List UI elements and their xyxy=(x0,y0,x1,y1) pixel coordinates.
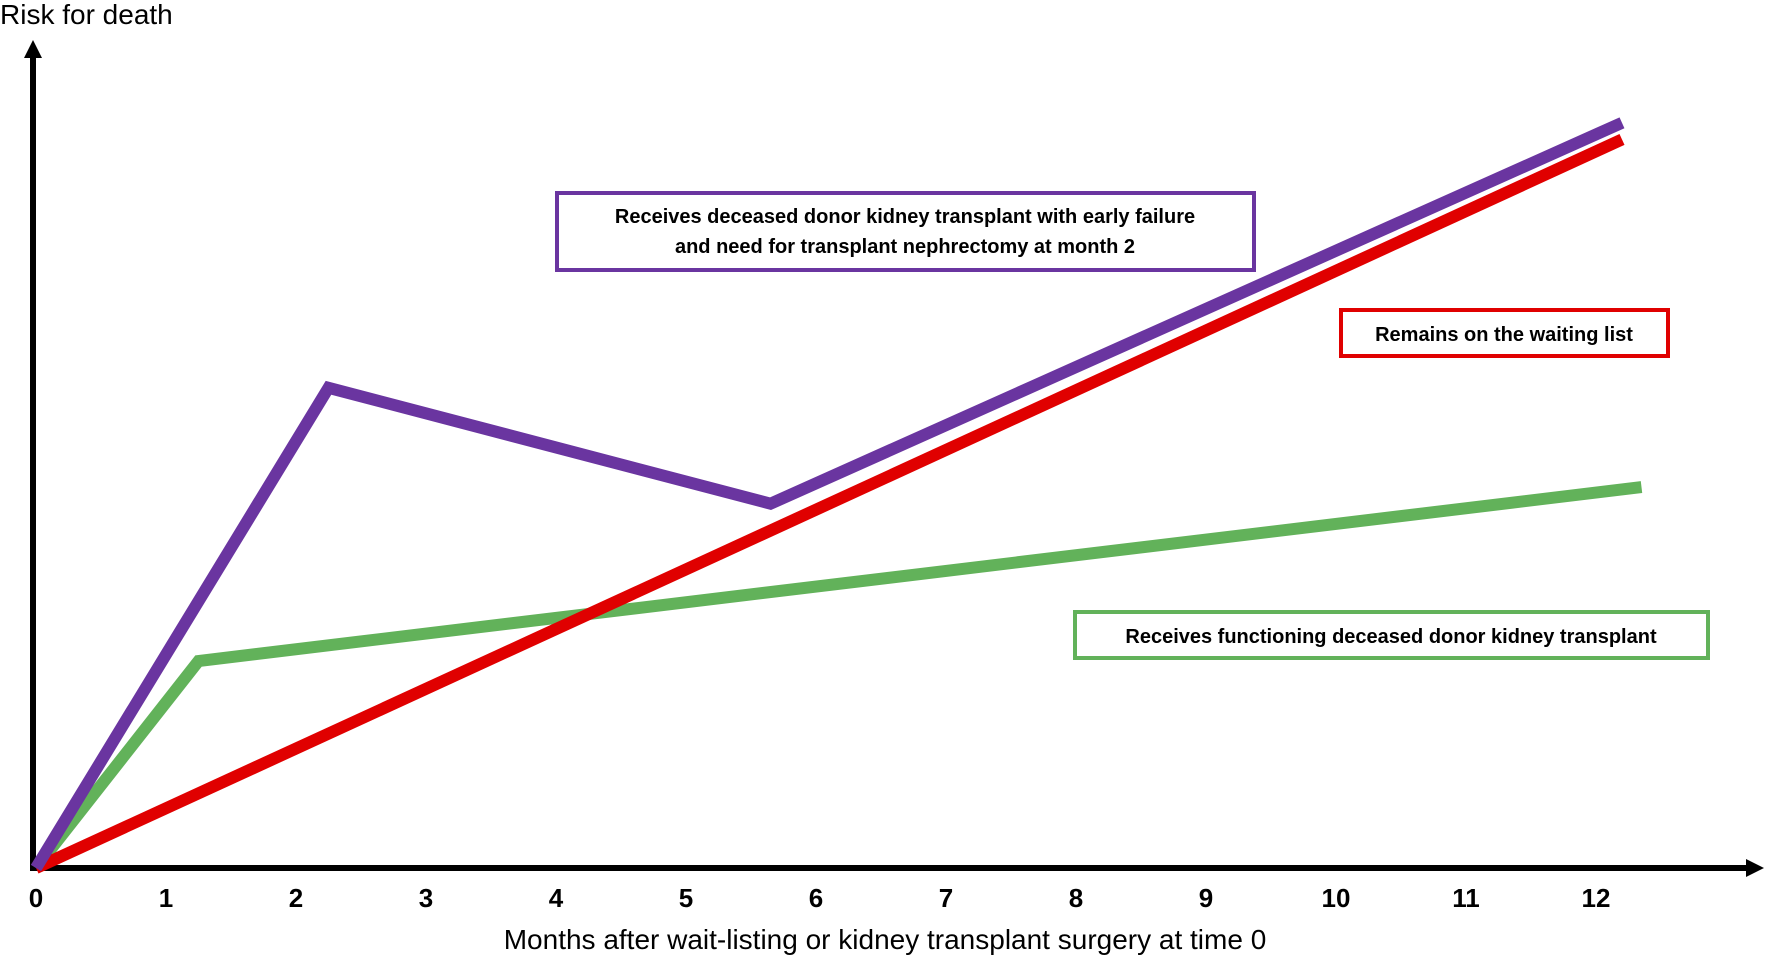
annotations: Receives deceased donor kidney transplan… xyxy=(555,191,1710,660)
x-tick-label: 7 xyxy=(939,883,953,913)
x-axis-arrowhead xyxy=(1746,859,1764,877)
annotation-text-line: Receives deceased donor kidney transplan… xyxy=(615,206,1195,228)
x-tick-label: 8 xyxy=(1069,883,1083,913)
series-line-functioning-transplant xyxy=(31,481,1643,872)
x-tick-label: 0 xyxy=(29,883,43,913)
annotation-text-line: Receives functioning deceased donor kidn… xyxy=(1125,626,1657,648)
annotation-text-line: Remains on the waiting list xyxy=(1375,324,1633,346)
y-axis-arrowhead xyxy=(24,40,42,58)
annotation-functioning-transplant: Receives functioning deceased donor kidn… xyxy=(1073,610,1710,660)
series-line-waiting-list xyxy=(33,133,1625,874)
x-tick-label: 3 xyxy=(419,883,433,913)
x-tick-label: 11 xyxy=(1452,883,1480,913)
x-tick-label: 5 xyxy=(679,883,693,913)
annotation-box xyxy=(555,191,1256,272)
annotation-box xyxy=(1339,308,1670,358)
x-tick-label: 9 xyxy=(1199,883,1213,913)
x-tick-label: 10 xyxy=(1322,883,1351,913)
annotation-early-failure: Receives deceased donor kidney transplan… xyxy=(555,191,1256,272)
x-axis-title: Months after wait-listing or kidney tran… xyxy=(504,924,1267,955)
x-tick-labels: 0 1 2 3 4 5 6 7 8 9 10 11 12 xyxy=(29,883,1611,913)
x-tick-label: 2 xyxy=(289,883,303,913)
x-tick-label: 1 xyxy=(159,883,173,913)
series-line-early-failure xyxy=(30,117,1625,872)
annotation-text-line: and need for transplant nephrectomy at m… xyxy=(675,236,1135,258)
x-tick-label: 4 xyxy=(549,883,564,913)
x-tick-label: 6 xyxy=(809,883,823,913)
x-tick-label: 12 xyxy=(1582,883,1611,913)
annotation-box xyxy=(1073,610,1710,660)
y-axis-title: Risk for death xyxy=(0,0,173,30)
series-lines xyxy=(30,117,1643,874)
annotation-waiting-list: Remains on the waiting list xyxy=(1339,308,1670,358)
